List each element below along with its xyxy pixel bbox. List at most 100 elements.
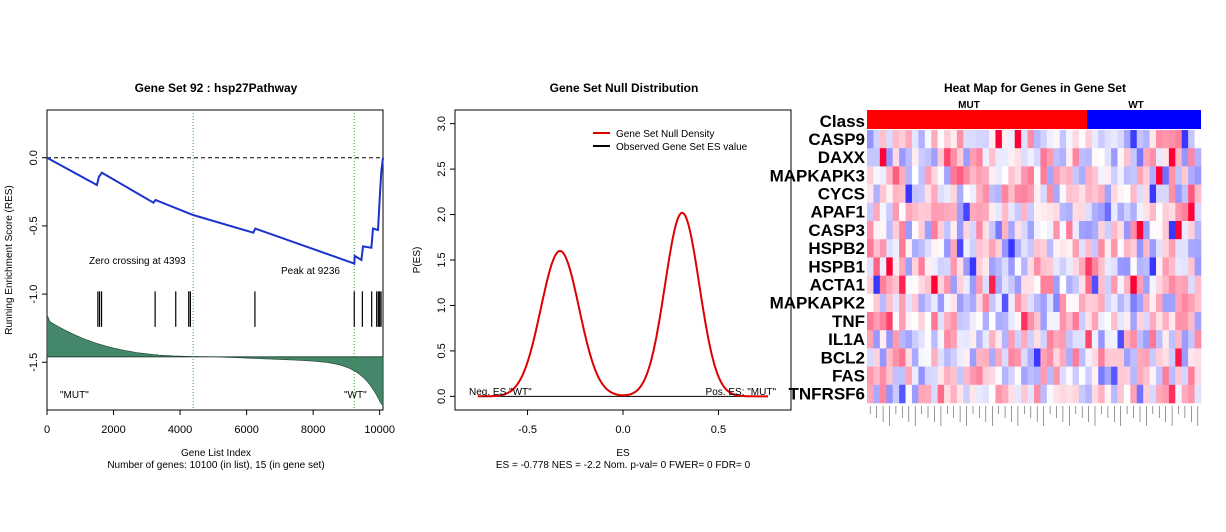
heatmap-cell — [969, 184, 977, 204]
heatmap-cell — [1059, 257, 1067, 276]
heatmap-cell — [1136, 348, 1144, 367]
heatmap-cell — [1072, 348, 1080, 367]
heatmap-cell — [1156, 257, 1163, 276]
heatmap-cell — [1117, 366, 1125, 386]
heatmap-cell — [976, 221, 983, 240]
heatmap-cell — [1014, 312, 1022, 331]
heatmap-cell — [1143, 275, 1150, 295]
heatmap-cell — [1194, 166, 1202, 185]
heatmap-cell — [899, 312, 906, 331]
heatmap-cell — [1078, 239, 1086, 258]
wt-group-label: WT — [1128, 100, 1144, 111]
heatmap-cell — [905, 202, 913, 222]
heatmap-cell — [924, 184, 932, 204]
heatmap-cell — [1091, 184, 1099, 204]
heatmap-cell — [1098, 330, 1105, 349]
heatmap-row-labels: CASP9DAXXMAPKAPK3CYCSAPAF1CASP3HSPB2HSPB… — [770, 130, 866, 404]
heatmap-cell — [1143, 184, 1150, 204]
heatmap-cell — [1111, 293, 1118, 313]
heatmap-cell — [1066, 384, 1073, 404]
heatmap-cell — [995, 330, 1003, 349]
heatmap-cell — [1046, 130, 1054, 149]
heatmap-cell — [944, 275, 951, 295]
heatmap-cell — [1168, 384, 1176, 404]
ranked-metric-fill — [46, 314, 384, 407]
gsea-x-tick-label: 6000 — [234, 424, 258, 436]
heatmap-cell — [1143, 312, 1150, 331]
heatmap-cell — [1040, 257, 1048, 276]
heatmap-cell — [899, 275, 906, 295]
heatmap-cell — [1175, 293, 1183, 313]
heatmap-cell — [1040, 148, 1048, 167]
heatmap-cell — [1143, 366, 1150, 386]
heatmap-cell — [956, 202, 964, 222]
heatmap-cell — [1001, 366, 1009, 386]
heatmap-cell — [982, 148, 990, 167]
heatmap-cell — [1136, 312, 1144, 331]
heatmap-cell — [1175, 221, 1183, 240]
heatmap-cell — [1066, 366, 1073, 386]
heatmap-cell — [1072, 130, 1080, 149]
heatmap-cell — [1143, 130, 1150, 149]
heatmap-cell — [1136, 148, 1144, 167]
heatmap-cell — [969, 202, 977, 222]
gsea-y-tick-label: -0.5 — [28, 216, 40, 235]
heatmap-cell — [950, 221, 958, 240]
heatmap-cell — [1136, 221, 1144, 240]
heatmap-cell — [924, 130, 932, 149]
null-y-tick-label: 1.5 — [436, 252, 448, 267]
heatmap-cell — [879, 348, 887, 367]
heatmap-cell — [1111, 275, 1118, 295]
heatmap-cell — [969, 239, 977, 258]
heatmap-cell — [1053, 293, 1060, 313]
heatmap-cell — [1046, 202, 1054, 222]
heatmap-cell — [1021, 202, 1028, 222]
gene-row-label: BCL2 — [821, 348, 865, 367]
heatmap-cell — [1014, 330, 1022, 349]
heatmap-cell — [963, 221, 971, 240]
heatmap-cell — [950, 239, 958, 258]
heatmap-cell — [1130, 184, 1138, 204]
heatmap-cell — [1136, 293, 1144, 313]
heatmap-cell — [1194, 130, 1202, 149]
heatmap-cell — [1098, 348, 1105, 367]
heatmap-cell — [976, 384, 983, 404]
heatmap-cell — [950, 184, 958, 204]
heatmap-cell — [1091, 166, 1099, 185]
heatmap-cell — [963, 330, 971, 349]
heatmap-cell — [944, 202, 951, 222]
heatmap-cell — [1156, 202, 1163, 222]
heatmap-cell — [867, 312, 874, 331]
heatmap-cell — [956, 293, 964, 313]
gene-row-label: APAF1 — [811, 203, 865, 222]
heatmap-cell — [982, 202, 990, 222]
heatmap-cell — [1085, 384, 1093, 404]
heatmap-cell — [1091, 148, 1099, 167]
heatmap-cell — [1066, 348, 1073, 367]
heatmap-cell — [873, 148, 881, 167]
heatmap-cell — [1059, 166, 1067, 185]
heatmap-cell — [995, 221, 1003, 240]
heatmap-cell — [1162, 148, 1170, 167]
heatmap-cell — [886, 366, 893, 386]
heatmap-cell — [1078, 166, 1086, 185]
heatmap-cell — [1188, 184, 1195, 204]
heatmap-cell — [1072, 312, 1080, 331]
gsea-x-tick-label: 2000 — [101, 424, 125, 436]
heatmap-cell — [886, 148, 893, 167]
heatmap-cell — [937, 293, 945, 313]
heatmap-cell — [937, 366, 945, 386]
heatmap-cell — [899, 293, 906, 313]
gene-row-label: CYCS — [818, 185, 865, 204]
heatmap-cell — [1168, 348, 1176, 367]
heatmap-cell — [1053, 184, 1060, 204]
heatmap-cell — [1046, 275, 1054, 295]
heatmap-cell — [918, 221, 926, 240]
heatmap-cell — [1123, 166, 1131, 185]
heatmap-cell — [950, 202, 958, 222]
heatmap-cell — [969, 348, 977, 367]
heatmap-cell — [892, 130, 900, 149]
heatmap-cell — [1175, 148, 1183, 167]
gsea-x-tick-label: 0 — [44, 424, 50, 436]
